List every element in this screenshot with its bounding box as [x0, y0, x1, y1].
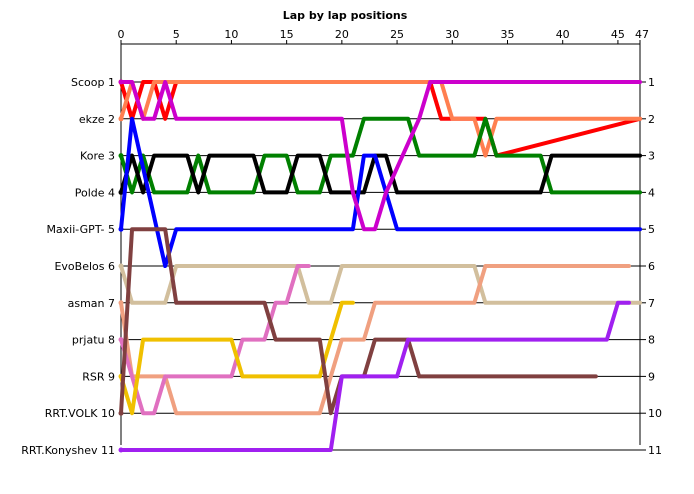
- position-label: 9: [648, 370, 655, 383]
- position-label: 7: [648, 297, 655, 310]
- x-tick-label: 40: [556, 28, 570, 41]
- series-start-point: [118, 79, 124, 85]
- x-axis-ticks: 0 5 10 15 20 25 30 35 40 45 47: [118, 28, 649, 44]
- start-label: RRT.VOLK 10: [45, 407, 115, 420]
- series-line: [119, 300, 355, 416]
- x-tick-label: 47: [635, 28, 649, 41]
- series-start-point: [118, 226, 124, 232]
- x-tick-label: 30: [445, 28, 459, 41]
- series-start-point: [118, 300, 124, 306]
- series-line: [119, 80, 642, 232]
- series-line: [119, 264, 642, 305]
- series-start-point: [118, 447, 124, 453]
- start-label: Kore 3: [80, 150, 115, 163]
- position-label: 6: [648, 260, 655, 273]
- series-line: [119, 116, 642, 268]
- x-tick-label: 5: [173, 28, 180, 41]
- left-labels: Scoop 1 ekze 2 Kore 3 Polde 4 Maxii-GPT- 5 Ev…: [21, 76, 115, 457]
- plot-frame: [120, 43, 641, 451]
- right-labels: 1 2 3 4 5 6 7 8 9 10 11: [640, 76, 662, 457]
- position-label: 4: [648, 186, 655, 199]
- series-start-point: [118, 410, 124, 416]
- start-label: asman 7: [68, 297, 115, 310]
- x-tick-label: 0: [118, 28, 125, 41]
- start-label: Scoop 1: [71, 76, 115, 89]
- start-label: RRT.Konyshev 11: [21, 444, 115, 457]
- position-label: 5: [648, 223, 655, 236]
- start-label: Maxii-GPT- 5: [46, 223, 115, 236]
- series-lines: [118, 79, 642, 453]
- position-label: 3: [648, 150, 655, 163]
- series-start-point: [118, 153, 124, 159]
- start-label: ekze 2: [79, 113, 115, 126]
- start-label: RSR 9: [82, 370, 115, 383]
- series-start-point: [118, 189, 124, 195]
- series-line: [119, 300, 631, 452]
- start-label: prjatu 8: [72, 334, 115, 347]
- x-tick-label: 15: [280, 28, 294, 41]
- x-tick-label: 20: [335, 28, 349, 41]
- position-label: 8: [648, 334, 655, 347]
- position-label: 1: [648, 76, 655, 89]
- series-line: [119, 153, 642, 195]
- series-line: [119, 264, 311, 416]
- series-line: [119, 264, 631, 416]
- series-start-point: [118, 116, 124, 122]
- position-label: 11: [648, 444, 662, 457]
- position-label: 2: [648, 113, 655, 126]
- start-label: Polde 4: [75, 186, 115, 199]
- series-start-point: [118, 337, 124, 343]
- series-line: [119, 116, 642, 195]
- series-start-point: [118, 263, 124, 269]
- series-line: [119, 227, 598, 416]
- x-tick-label: 35: [500, 28, 514, 41]
- position-label: 10: [648, 407, 662, 420]
- start-label: EvoBelos 6: [54, 260, 115, 273]
- x-tick-label: 45: [611, 28, 625, 41]
- x-tick-label: 25: [390, 28, 404, 41]
- chart-title: Lap by lap positions: [283, 9, 408, 22]
- x-tick-label: 10: [224, 28, 238, 41]
